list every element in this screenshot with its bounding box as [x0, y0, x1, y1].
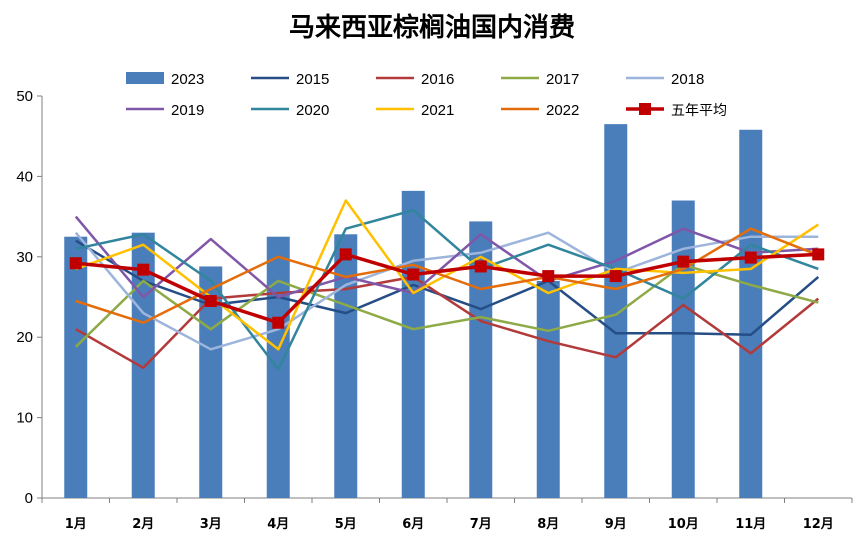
- legend-label-2022: 2022: [546, 102, 579, 119]
- legend-marker-五年平均: [639, 103, 651, 115]
- line-series-2015: [75, 239, 820, 337]
- x-tick-label: 9月: [605, 517, 627, 532]
- y-tick-label: 10: [16, 410, 33, 427]
- line-series-2019: [74, 215, 819, 299]
- legend-label-2015: 2015: [296, 71, 329, 88]
- line-series-2016: [75, 275, 820, 370]
- y-tick-label: 0: [25, 490, 33, 507]
- y-tick-label: 40: [16, 168, 33, 185]
- line-series-2021: [75, 199, 819, 351]
- point-五年平均: [339, 248, 352, 261]
- bars: [64, 124, 763, 498]
- legend-label-五年平均: 五年平均: [671, 103, 727, 119]
- bar-2023: [469, 221, 493, 498]
- x-tick-label: 11月: [735, 517, 766, 532]
- legend-label-2016: 2016: [421, 71, 454, 88]
- bar-2023: [671, 200, 695, 498]
- point-五年平均: [474, 260, 487, 273]
- bar-2023: [64, 236, 88, 498]
- bar-2023: [739, 129, 763, 498]
- point-五年平均: [272, 316, 285, 329]
- legend-label-2021: 2021: [421, 102, 454, 119]
- y-tick-label: 20: [16, 329, 33, 346]
- x-tick-label: 1月: [65, 517, 87, 532]
- legend-label-2018: 2018: [671, 71, 704, 88]
- legend-label-2020: 2020: [296, 102, 329, 119]
- bar-2023: [604, 124, 628, 498]
- point-五年平均: [204, 295, 217, 308]
- bar-2023: [401, 190, 425, 498]
- chart-title: 马来西亚棕榈油国内消费: [289, 12, 575, 43]
- point-五年平均: [812, 248, 825, 261]
- legend-swatch-2023: [126, 72, 164, 84]
- x-tick-label: 6月: [402, 517, 424, 532]
- x-tick-label: 10月: [668, 517, 699, 532]
- point-五年平均: [744, 251, 757, 264]
- legend: 2023 2015 2016 2017 2018 2019 2020 2021 2022 五年平均: [126, 71, 727, 119]
- x-tick-label: 5月: [335, 517, 357, 532]
- x-tick-label: 2月: [132, 517, 154, 532]
- point-五年平均: [677, 255, 690, 268]
- point-五年平均: [137, 263, 150, 276]
- point-五年平均: [542, 270, 555, 283]
- y-tick-label: 30: [16, 249, 33, 266]
- line-series-五年平均: [75, 252, 819, 325]
- bar-2023: [536, 280, 560, 498]
- legend-label-2019: 2019: [171, 102, 204, 119]
- line-series-2020: [75, 208, 819, 371]
- legend-label-2017: 2017: [546, 71, 579, 88]
- line-series-2017: [74, 263, 819, 348]
- x-tick-label: 12月: [803, 517, 834, 532]
- point-五年平均: [69, 257, 82, 270]
- lines: [69, 199, 825, 371]
- point-五年平均: [609, 270, 622, 283]
- point-五年平均: [407, 268, 420, 281]
- x-tick-label: 3月: [200, 517, 222, 532]
- line-series-2022: [75, 227, 819, 324]
- x-tick-label: 8月: [537, 517, 559, 532]
- line-series-2018: [74, 231, 819, 351]
- x-tick-label: 7月: [470, 517, 492, 532]
- x-tick-label: 4月: [267, 517, 289, 532]
- axes: 0 10 20 30 40 50 1月 2月 3月 4月 5月 6月 7月 8月 9月 10月 11月 12月: [16, 88, 853, 532]
- bar-2023: [334, 234, 358, 498]
- bar-2023: [131, 232, 155, 498]
- legend-label-2023: 2023: [171, 71, 204, 88]
- y-tick-label: 50: [16, 88, 33, 105]
